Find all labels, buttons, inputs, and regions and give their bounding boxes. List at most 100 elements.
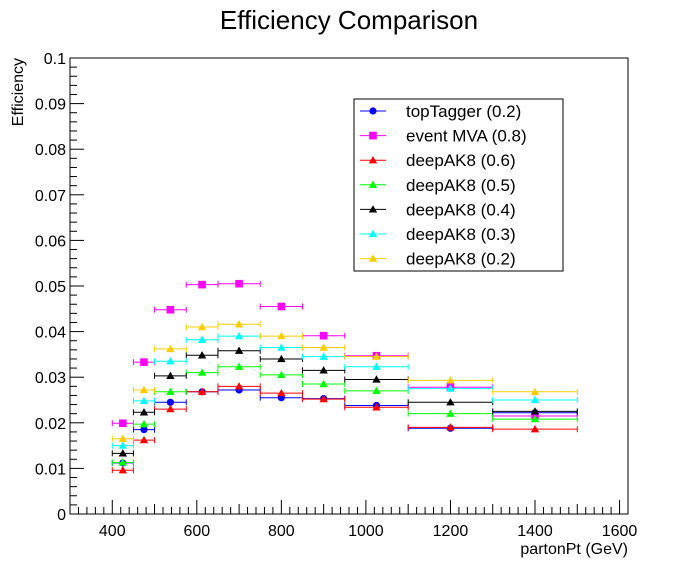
data-point (446, 409, 455, 417)
data-point (197, 351, 207, 359)
legend-label: deepAK8 (0.2) (406, 250, 516, 269)
data-point (118, 441, 128, 449)
legend-marker (369, 131, 377, 140)
data-point (446, 376, 455, 384)
data-point (372, 403, 381, 411)
data-point (197, 322, 207, 331)
y-tick-label: 0.08 (35, 142, 66, 159)
data-point (166, 371, 175, 379)
series-6 (111, 320, 578, 442)
data-point (234, 346, 244, 354)
data-point (235, 279, 243, 288)
data-point (372, 386, 381, 395)
data-point (140, 358, 148, 366)
data-point (277, 343, 286, 351)
y-tick-label: 0.03 (35, 370, 66, 387)
data-point (118, 466, 128, 474)
legend-marker (368, 156, 378, 164)
data-point (139, 435, 149, 444)
data-point (197, 335, 207, 343)
series-2 (111, 382, 578, 474)
x-tick-label: 400 (99, 523, 126, 540)
y-tick-label: 0.02 (35, 416, 66, 433)
x-tick-label: 600 (183, 523, 210, 540)
series-3 (111, 362, 578, 466)
chart-title: Efficiency Comparison (220, 5, 478, 35)
y-tick-label: 0.1 (44, 51, 66, 68)
legend-marker (368, 205, 378, 213)
x-tick-label: 1400 (517, 523, 553, 540)
x-axis-label: partonPt (GeV) (520, 541, 628, 558)
legend: topTagger (0.2) event MVA (0.8) deepAK8 (0… (353, 98, 564, 272)
legend-label: deepAK8 (0.5) (406, 176, 516, 195)
y-tick-label: 0.06 (35, 233, 66, 250)
y-tick-label: 0 (57, 507, 66, 524)
legend-marker (368, 229, 378, 238)
x-axis: 400 600 800 1000 1200 1400 1600 (69, 500, 638, 540)
data-point (446, 423, 455, 431)
legend-marker (368, 180, 378, 188)
legend-box (353, 98, 564, 272)
data-point (319, 331, 328, 340)
data-point (446, 384, 455, 392)
data-point (372, 375, 381, 383)
data-point (319, 352, 328, 360)
x-tick-label: 1000 (348, 523, 384, 540)
y-tick-label: 0.05 (35, 279, 66, 296)
x-tick-label: 1200 (433, 523, 469, 540)
y-axis: 0 0.01 0.02 0.03 0.04 0.05 0.06 0.07 0.08 0.09 0.1 (35, 51, 84, 524)
data-point (530, 387, 540, 395)
data-point (166, 387, 175, 395)
data-point (166, 344, 175, 353)
x-tick-label: 1600 (602, 523, 638, 540)
legend-marker (369, 107, 377, 115)
data-point (277, 370, 286, 379)
data-point (198, 280, 206, 289)
data-point (234, 382, 244, 390)
data-point (277, 354, 286, 363)
data-point (530, 395, 540, 404)
data-point (277, 302, 286, 311)
y-tick-label: 0.01 (35, 461, 66, 478)
legend-label: topTagger (0.2) (406, 102, 521, 121)
data-point (319, 379, 328, 388)
data-point (166, 305, 175, 314)
data-point (119, 419, 127, 428)
data-point (139, 396, 149, 405)
x-tick-label: 800 (268, 523, 295, 540)
data-point (139, 408, 149, 416)
legend-marker (368, 254, 378, 262)
data-point (234, 331, 244, 340)
data-point (166, 404, 175, 413)
data-point (372, 352, 381, 360)
legend-label: deepAK8 (0.3) (406, 225, 516, 244)
data-point (319, 394, 328, 403)
data-point (234, 362, 244, 370)
data-point (166, 357, 175, 365)
data-point (139, 419, 149, 428)
y-tick-label: 0.07 (35, 188, 66, 205)
data-point (319, 343, 328, 351)
data-point (446, 398, 455, 406)
data-series-layer (111, 279, 578, 474)
legend-label: deepAK8 (0.6) (406, 151, 516, 170)
data-point (372, 362, 381, 370)
y-axis-label: Efficiency (10, 58, 27, 126)
data-point (118, 434, 128, 442)
data-point (118, 458, 128, 466)
y-tick-label: 0.04 (35, 325, 66, 342)
data-point (234, 320, 244, 328)
data-point (197, 387, 207, 395)
data-point (166, 398, 174, 406)
data-point (118, 449, 128, 457)
data-point (277, 388, 286, 397)
data-point (319, 366, 328, 374)
data-point (530, 407, 540, 415)
data-point (530, 414, 540, 423)
data-point (140, 426, 148, 434)
data-point (530, 424, 540, 433)
data-point (139, 385, 149, 394)
data-point (197, 368, 207, 376)
